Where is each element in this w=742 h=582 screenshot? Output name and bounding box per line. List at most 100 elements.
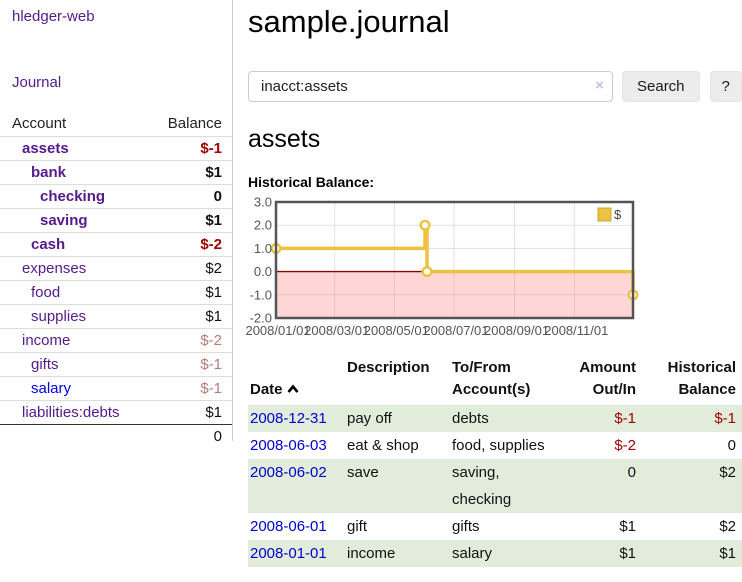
account-balance: $-1 (200, 356, 222, 373)
svg-text:3.0: 3.0 (254, 195, 272, 210)
app-brand-link[interactable]: hledger-web (12, 8, 95, 25)
transaction-accounts: food, supplies (452, 437, 545, 454)
transaction-amount: $1 (565, 540, 642, 567)
account-row-income: income $-2 (0, 328, 232, 352)
register-row: 2008-06-03 eat & shop food, supplies $-2… (248, 432, 742, 459)
main-content: sample.journal × Search ? assets Histori… (245, 0, 742, 567)
transaction-description: income (345, 540, 450, 567)
svg-text:2.0: 2.0 (254, 218, 272, 233)
sort-ascending-icon (287, 379, 299, 401)
svg-text:2008/07/01: 2008/07/01 (423, 323, 488, 338)
svg-text:-2.0: -2.0 (250, 311, 272, 326)
transaction-amount: 0 (565, 459, 642, 513)
account-link-supplies[interactable]: supplies (31, 308, 87, 325)
account-balance: $1 (205, 284, 222, 301)
svg-text:2008/01/01: 2008/01/01 (245, 323, 310, 338)
transaction-date-link[interactable]: 2008-01-01 (250, 545, 327, 562)
y-axis-labels: 3.0 2.0 1.0 0.0 -1.0 -2.0 (250, 195, 272, 326)
chart-border (274, 200, 635, 320)
account-balance: $2 (205, 260, 222, 277)
account-row-assets: assets $-1 (0, 136, 232, 160)
transaction-description: pay off (345, 405, 450, 432)
account-row-expenses: expenses $2 (0, 256, 232, 280)
account-row-liabilities-debts: liabilities:debts $1 (0, 400, 232, 424)
transaction-amount: $-2 (614, 437, 636, 454)
total-balance: 0 (213, 428, 222, 445)
x-axis-labels: 2008/01/01 2008/03/01 2008/05/01 2008/07… (245, 323, 608, 338)
account-link-saving[interactable]: saving (40, 212, 88, 229)
account-balance: $-2 (200, 332, 222, 349)
account-row-checking: checking 0 (0, 184, 232, 208)
chart-heading: Historical Balance: (248, 174, 375, 190)
negative-region (276, 271, 633, 318)
account-link-gifts[interactable]: gifts (31, 356, 59, 373)
svg-text:0.0: 0.0 (254, 264, 272, 279)
account-total-row: 0 (0, 424, 232, 448)
account-balance: 0 (213, 188, 222, 205)
legend-swatch (597, 207, 612, 222)
account-balance: $-1 (200, 140, 222, 157)
account-column-header: Account (12, 115, 67, 132)
account-link-liabilities-debts[interactable]: liabilities:debts (22, 404, 120, 421)
account-row-bank: bank $1 (0, 160, 232, 184)
transaction-balance: $-1 (642, 405, 742, 432)
register-row: 2008-06-01 gift gifts $1 $2 (248, 513, 742, 540)
transaction-balance: $2 (642, 459, 742, 513)
register-header-row: Date Description To/From Account(s) Amou… (248, 356, 742, 405)
account-row-cash: cash $-2 (0, 232, 232, 256)
account-row-gifts: gifts $-1 (0, 352, 232, 376)
clear-search-icon[interactable]: × (595, 77, 604, 94)
account-link-income[interactable]: income (22, 332, 71, 349)
account-row-saving: saving $1 (0, 208, 232, 232)
transaction-accounts: salary (450, 540, 565, 567)
transaction-accounts: debts (450, 405, 565, 432)
account-balance: $1 (205, 308, 222, 325)
account-heading: assets (248, 125, 321, 153)
transaction-description: save (345, 459, 450, 513)
search-input[interactable] (248, 71, 613, 102)
transaction-date-link[interactable]: 2008-06-01 (250, 518, 327, 535)
account-balance: $1 (205, 164, 222, 181)
nav-journal-link[interactable]: Journal (12, 74, 62, 91)
transaction-date-link[interactable]: 2008-06-03 (250, 437, 327, 454)
account-link-assets[interactable]: assets (22, 140, 69, 157)
transaction-balance: $1 (642, 540, 742, 567)
chart-legend: $ (594, 205, 628, 225)
transaction-date-link[interactable]: 2008-12-31 (250, 410, 327, 427)
svg-text:-1.0: -1.0 (250, 287, 272, 302)
svg-text:2008/03/01: 2008/03/01 (304, 323, 369, 338)
account-balance: $1 (205, 212, 222, 229)
transaction-description: gift (347, 518, 368, 535)
date-column-header[interactable]: Date (248, 356, 345, 405)
account-row-salary: salary $-1 (0, 376, 232, 400)
account-link-checking[interactable]: checking (40, 188, 106, 205)
register-row: 2008-12-31 pay off debts $-1 $-1 (248, 405, 742, 432)
svg-text:1.0: 1.0 (254, 241, 272, 256)
balance-column-header: Balance (167, 115, 222, 132)
search-button[interactable]: Search (622, 71, 700, 102)
account-balance: $1 (205, 404, 222, 421)
page-title: sample.journal (248, 4, 450, 39)
accounts-column-header: To/From Account(s) (452, 359, 531, 398)
account-link-salary[interactable]: salary (31, 380, 72, 397)
account-balance: $-1 (200, 380, 222, 397)
amount-column-header: Amount Out/In (579, 359, 636, 398)
search-bar: × Search ? (248, 71, 742, 102)
account-link-cash[interactable]: cash (31, 236, 66, 253)
account-link-food[interactable]: food (31, 284, 61, 301)
transaction-description: eat & shop (347, 437, 419, 454)
svg-text:2008/11/01: 2008/11/01 (544, 323, 608, 338)
register-table: Date Description To/From Account(s) Amou… (248, 356, 742, 567)
balance-column-header: Historical Balance (667, 359, 736, 398)
transaction-date-link[interactable]: 2008-06-02 (250, 464, 327, 481)
historical-balance-chart: $ 3.0 2.0 1.0 0.0 -1.0 -2.0 2008/01/01 2… (245, 195, 742, 340)
sidebar: hledger-web Journal Account Balance asse… (0, 0, 232, 448)
account-link-bank[interactable]: bank (31, 164, 67, 181)
legend-label: $ (614, 207, 622, 222)
transaction-balance: 0 (727, 437, 736, 454)
svg-text:2008/05/01: 2008/05/01 (364, 323, 429, 338)
account-link-expenses[interactable]: expenses (22, 260, 87, 277)
transaction-accounts: gifts (452, 518, 480, 535)
description-column-header: Description (347, 359, 430, 376)
search-help-button[interactable]: ? (709, 71, 742, 102)
